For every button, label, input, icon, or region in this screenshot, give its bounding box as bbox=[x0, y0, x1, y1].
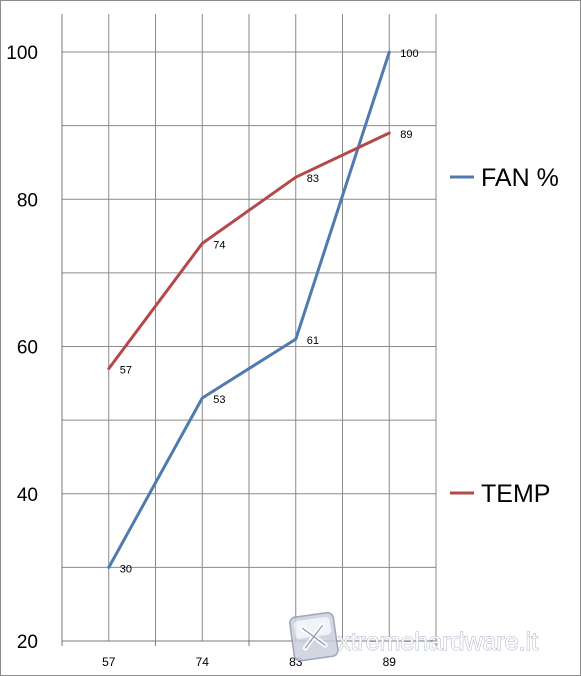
x-tick-label: 74 bbox=[196, 655, 210, 669]
y-tick-label: 80 bbox=[17, 190, 38, 211]
legend-label: TEMP bbox=[481, 480, 550, 508]
series-line-fan bbox=[107, 50, 391, 569]
axes bbox=[61, 14, 437, 646]
data-label: 100 bbox=[400, 48, 418, 60]
x-axis-ticks: 57 74 83 89 bbox=[102, 655, 396, 669]
watermark-x-icon bbox=[289, 611, 339, 662]
data-labels: 30 53 61 100 57 74 83 89 bbox=[120, 48, 419, 575]
gridlines bbox=[62, 14, 437, 641]
legend-label: FAN % bbox=[481, 164, 559, 192]
y-tick-label: 40 bbox=[17, 485, 38, 506]
data-label: 57 bbox=[120, 365, 132, 377]
x-tick-label: 57 bbox=[102, 655, 116, 669]
data-label: 74 bbox=[213, 239, 225, 251]
y-axis-ticks: 100 80 60 40 20 bbox=[6, 43, 38, 653]
data-label: 83 bbox=[307, 173, 319, 185]
data-label: 53 bbox=[213, 394, 225, 406]
data-label: 30 bbox=[120, 563, 132, 575]
series-lines bbox=[107, 50, 391, 569]
x-tick-label: 89 bbox=[383, 655, 397, 669]
legend: FAN % TEMP bbox=[450, 164, 559, 508]
series-line-temp bbox=[107, 131, 391, 371]
y-tick-label: 60 bbox=[17, 338, 38, 359]
y-tick-label: 100 bbox=[6, 43, 38, 64]
y-tick-label: 20 bbox=[17, 632, 38, 653]
watermark-logo: xtremehardware.it bbox=[289, 611, 539, 662]
watermark-text: xtremehardware.it bbox=[338, 628, 538, 656]
data-label: 61 bbox=[307, 335, 319, 347]
data-label: 89 bbox=[400, 129, 412, 141]
